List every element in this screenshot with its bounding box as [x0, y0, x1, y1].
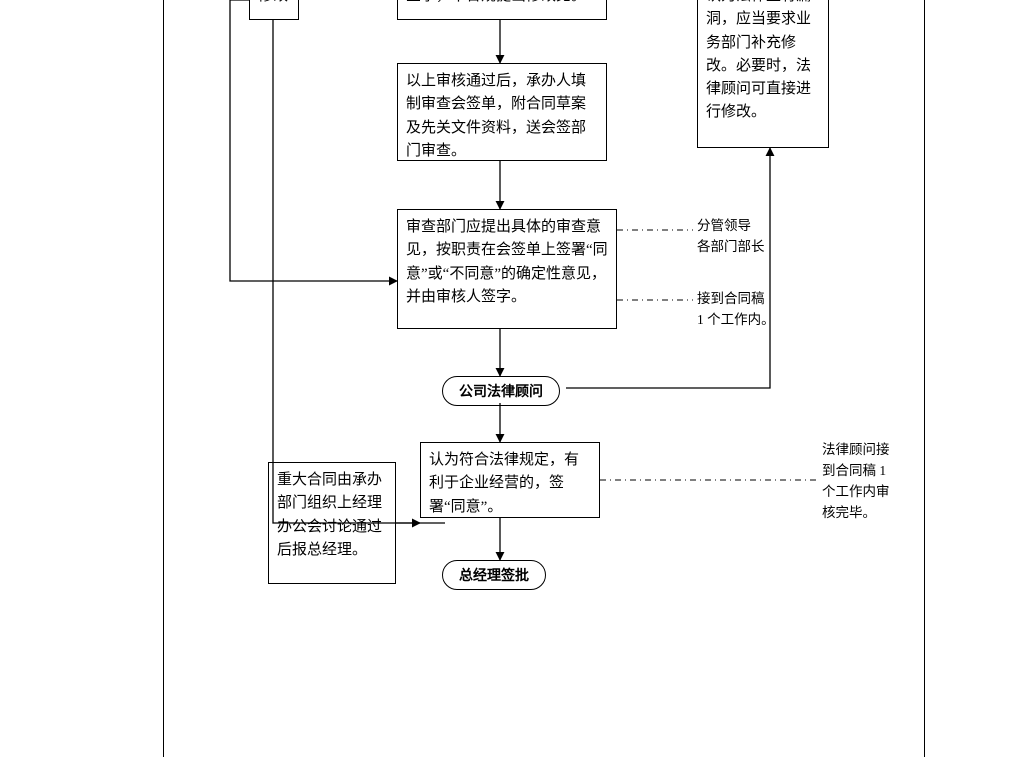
- note-3b: 到合同稿 1: [822, 461, 886, 482]
- note-1b: 各部门部长: [697, 237, 765, 258]
- note-1a: 分管领导: [697, 216, 751, 237]
- note-2a: 接到合同稿: [697, 289, 765, 310]
- pill-legal: 公司法律顾问: [442, 376, 560, 406]
- pill-gm: 总经理签批: [442, 560, 546, 590]
- note-3c: 个工作内审: [822, 482, 890, 503]
- box-top: 签字，不合规提出修改见。: [397, 0, 607, 20]
- box-modify: 修改: [249, 0, 299, 20]
- box-major: 重大合同由承办部门组织上经理办公会讨论通过后报总经理。: [268, 462, 396, 584]
- note-3a: 法律顾问接: [822, 440, 890, 461]
- flowchart-canvas: 修改 签字，不合规提出修改见。 认为法律上有漏洞，应当要求业务部门补充修改。必要…: [0, 0, 1024, 757]
- note-3d: 核完毕。: [822, 503, 876, 524]
- box-agree: 认为符合法律规定，有利于企业经营的，签署“同意”。: [420, 442, 600, 518]
- box-topright: 认为法律上有漏洞，应当要求业务部门补充修改。必要时，法律顾问可直接进行修改。: [697, 0, 829, 148]
- box-review: 审查部门应提出具体的审查意见，按职责在会签单上签署“同意”或“不同意”的确定性意…: [397, 209, 617, 329]
- note-2b: 1 个工作内。: [697, 310, 775, 331]
- box-submit: 以上审核通过后，承办人填制审查会签单，附合同草案及先关文件资料，送会签部门审查。: [397, 63, 607, 161]
